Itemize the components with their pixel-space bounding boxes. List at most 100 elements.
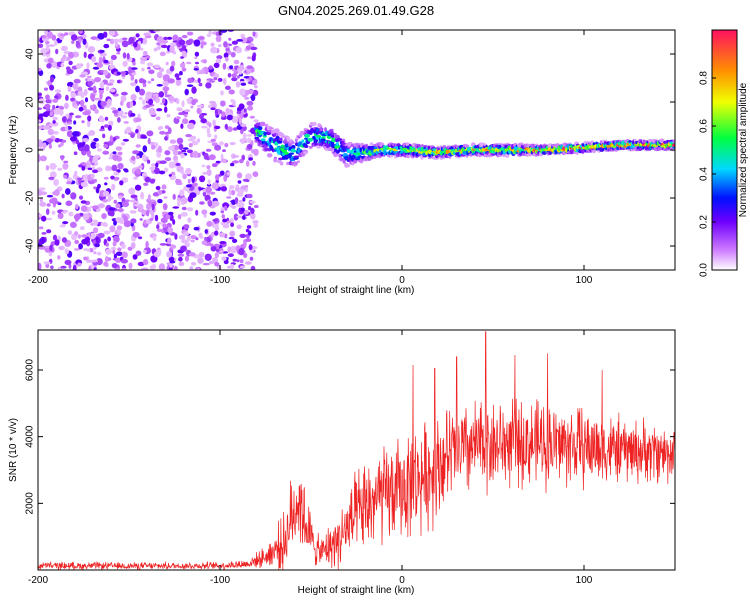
heatmap-cell <box>78 177 82 185</box>
heatmap-cell <box>49 84 55 91</box>
heatmap-cell <box>38 262 42 270</box>
heatmap-cell <box>253 148 259 156</box>
heatmap-cell <box>162 97 166 104</box>
heatmap-cell <box>111 263 118 269</box>
colorbar-label: Normalized spectral amplitude <box>738 82 749 217</box>
heatmap-cell <box>104 116 109 121</box>
heatmap-cell <box>169 214 174 222</box>
heatmap-cell <box>132 150 140 155</box>
heatmap-cell <box>191 86 197 94</box>
heatmap-y-tick-label: -20 <box>25 190 36 205</box>
heatmap-cell <box>90 259 99 263</box>
heatmap-cell <box>133 41 138 48</box>
heatmap-cell <box>156 224 160 230</box>
heatmap-cell <box>103 230 111 235</box>
heatmap-cell <box>174 144 179 151</box>
heatmap-cell <box>167 146 175 151</box>
heatmap-cell <box>131 72 137 76</box>
heatmap-cell <box>113 253 117 259</box>
heatmap-cell <box>197 36 205 40</box>
heatmap-cell <box>117 247 122 252</box>
heatmap-cell <box>65 94 69 101</box>
heatmap-cell <box>240 207 245 212</box>
heatmap-cell <box>208 122 212 128</box>
heatmap-cell <box>95 142 100 148</box>
heatmap-cell <box>59 225 66 228</box>
heatmap-cell <box>135 144 141 148</box>
heatmap-cell <box>231 160 239 164</box>
heatmap-cell <box>213 62 220 68</box>
heatmap-cell <box>236 215 243 219</box>
heatmap-cell <box>41 232 47 235</box>
heatmap-cell <box>304 133 310 138</box>
heatmap-cell <box>109 88 116 93</box>
heatmap-cell <box>336 149 340 154</box>
heatmap-cell <box>181 50 187 59</box>
heatmap-cell <box>240 37 248 44</box>
heatmap-cell <box>49 171 57 179</box>
heatmap-cell <box>42 35 47 39</box>
heatmap-cell <box>138 165 144 169</box>
heatmap-cell <box>64 102 69 110</box>
heatmap-x-tick-label: 100 <box>576 275 593 286</box>
heatmap-cell <box>186 184 192 188</box>
heatmap-cell <box>238 117 242 125</box>
heatmap-cell <box>229 141 236 146</box>
heatmap-cell <box>83 144 90 152</box>
heatmap-cell <box>47 128 54 136</box>
heatmap-cell <box>38 226 44 230</box>
heatmap-cell <box>258 126 263 130</box>
heatmap-cell <box>208 100 216 104</box>
heatmap-cell <box>230 222 235 228</box>
heatmap-cell <box>112 240 117 247</box>
heatmap-cell <box>78 30 83 34</box>
heatmap-cell <box>60 211 67 214</box>
heatmap-cell <box>38 107 43 110</box>
heatmap-cell <box>223 52 229 59</box>
heatmap-cell <box>142 249 147 254</box>
heatmap-cell <box>201 125 208 129</box>
heatmap-cell <box>200 44 204 49</box>
heatmap-cell <box>207 104 213 109</box>
heatmap-cell <box>139 88 145 96</box>
heatmap-cell <box>187 122 195 130</box>
heatmap-cell <box>180 212 188 217</box>
heatmap-cell <box>233 213 239 221</box>
heatmap-cell <box>161 211 167 215</box>
heatmap-cell <box>53 131 59 135</box>
heatmap-cell <box>138 96 143 101</box>
heatmap-cell <box>134 79 138 84</box>
heatmap-cell <box>61 116 67 123</box>
heatmap-cell <box>246 89 254 94</box>
heatmap-cell <box>194 51 200 57</box>
heatmap-cell <box>181 201 185 205</box>
heatmap-cell <box>212 200 220 207</box>
heatmap-cell <box>64 125 69 132</box>
heatmap-cell <box>217 77 223 82</box>
heatmap-cell <box>55 89 62 93</box>
heatmap-cell <box>79 226 85 231</box>
heatmap-cell <box>184 255 190 262</box>
heatmap-cell <box>296 160 300 163</box>
heatmap-cell <box>110 107 117 110</box>
heatmap-cell <box>78 106 84 112</box>
heatmap-cell <box>230 99 235 103</box>
heatmap-cell <box>68 60 73 66</box>
heatmap-cell <box>116 225 123 231</box>
heatmap-cell <box>244 96 250 100</box>
heatmap-cell <box>132 254 138 260</box>
heatmap-cell <box>87 78 93 82</box>
heatmap-cell <box>38 43 44 49</box>
heatmap-cell <box>210 138 216 142</box>
heatmap-cell <box>62 162 69 170</box>
heatmap-cell <box>72 131 80 137</box>
heatmap-cell <box>100 50 105 53</box>
heatmap-cell <box>224 143 229 148</box>
heatmap-cell <box>158 263 166 270</box>
heatmap-cell <box>199 201 205 205</box>
heatmap-cell <box>96 258 103 266</box>
heatmap-cell <box>180 153 185 159</box>
heatmap-cell <box>156 45 161 51</box>
heatmap-cell <box>169 260 176 264</box>
heatmap-cell <box>230 231 235 237</box>
